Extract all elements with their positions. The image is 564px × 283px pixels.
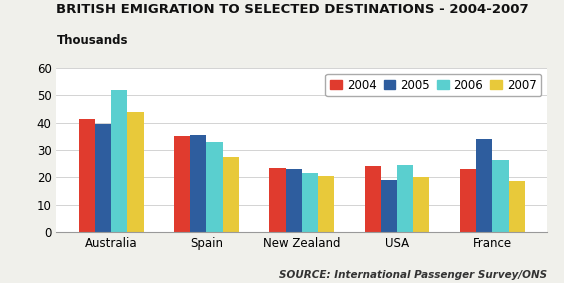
Bar — [302, 173, 318, 232]
Bar — [111, 90, 127, 232]
Legend: 2004, 2005, 2006, 2007: 2004, 2005, 2006, 2007 — [325, 74, 541, 96]
Bar — [413, 177, 429, 232]
Bar — [174, 136, 190, 232]
Bar — [127, 112, 143, 232]
Bar — [318, 176, 334, 232]
Bar — [223, 157, 239, 232]
Bar — [460, 169, 476, 232]
Bar — [95, 124, 111, 232]
Bar — [492, 160, 509, 232]
Bar — [476, 139, 492, 232]
Bar — [509, 181, 525, 232]
Text: SOURCE: International Passenger Survey/ONS: SOURCE: International Passenger Survey/O… — [279, 270, 547, 280]
Bar — [285, 169, 302, 232]
Text: Thousands: Thousands — [56, 34, 128, 47]
Bar — [206, 142, 223, 232]
Bar — [365, 166, 381, 232]
Bar — [270, 168, 285, 232]
Bar — [190, 135, 206, 232]
Bar — [79, 119, 95, 232]
Text: BRITISH EMIGRATION TO SELECTED DESTINATIONS - 2004-2007: BRITISH EMIGRATION TO SELECTED DESTINATI… — [56, 3, 529, 16]
Bar — [381, 180, 397, 232]
Bar — [397, 165, 413, 232]
